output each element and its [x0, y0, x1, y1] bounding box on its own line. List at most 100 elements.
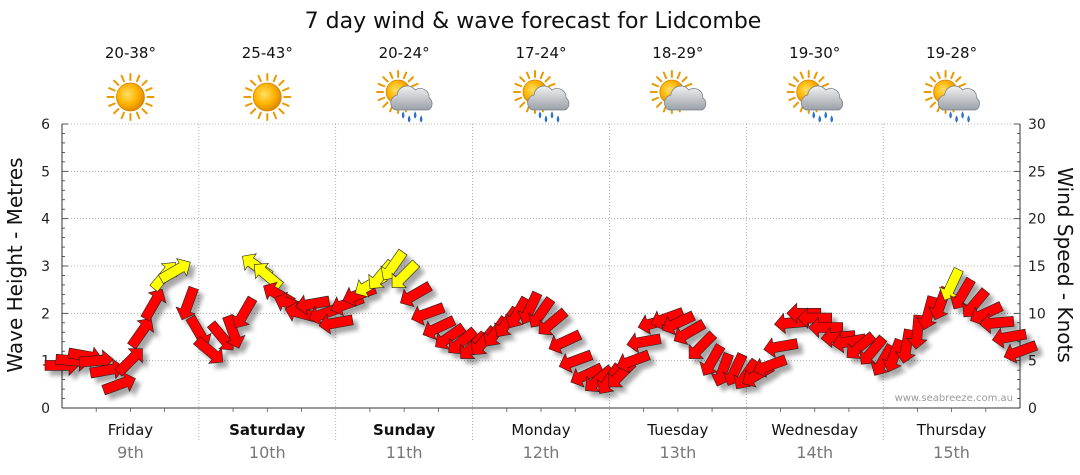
temp-range: 17-24°: [515, 44, 566, 62]
grid-lines: [61, 123, 1021, 440]
sun-ray: [257, 111, 262, 120]
wind-arrow: [673, 319, 707, 345]
sun-ray: [145, 87, 153, 92]
chart-title: 7 day wind & wave forecast for Lidcombe: [305, 9, 762, 34]
y-left-tick-label: 5: [41, 164, 50, 180]
cloud-shape: [800, 85, 844, 111]
cloud-shape: [390, 85, 433, 111]
cloud-shape: [527, 85, 570, 111]
sun-ray: [382, 101, 389, 108]
sun-ray: [108, 87, 116, 92]
sun-rain-icon: [923, 70, 980, 123]
sun-ray: [656, 101, 663, 108]
rain-drop: [824, 111, 828, 119]
sun-ray: [925, 82, 933, 88]
wind-arrow: [916, 295, 938, 331]
cloud-shape: [664, 85, 707, 111]
sun-ray: [135, 111, 141, 120]
sun-cloud-icon: [649, 70, 707, 114]
y-left-tick-label: 3: [41, 259, 50, 275]
wind-arrow: [991, 327, 1028, 349]
sun-ray: [662, 71, 668, 80]
temp-range: 18-29°: [652, 44, 703, 62]
day-labels: Friday 9th Saturday 10th Sunday 11th Monday 12t…: [108, 421, 987, 462]
wind-arrow: [688, 330, 718, 359]
sun-disc: [252, 82, 282, 112]
sun-ray: [925, 96, 933, 102]
cloud-shape: [937, 85, 980, 111]
rain-drop: [967, 115, 970, 123]
daily-header: 20-38° 25-43° 20-24° 17-24° 18-29° 19-30° 19-2…: [105, 44, 980, 123]
sun-ray: [245, 87, 253, 92]
sun-ray: [377, 96, 386, 102]
sun-ray: [544, 76, 551, 83]
sun-ray: [519, 76, 526, 83]
sun-ray: [141, 108, 148, 115]
day-date: 13th: [659, 443, 696, 462]
temp-range: 25-43°: [242, 44, 293, 62]
wind-arrow: [626, 332, 662, 354]
wind-arrow: [570, 362, 605, 388]
sun-ray: [684, 82, 693, 88]
day-date: 14th: [796, 443, 833, 462]
rain-drop: [955, 115, 958, 123]
sun-ray: [656, 76, 663, 83]
right-axis-ticks: 0 5 10 15 20 25 30: [1028, 117, 1046, 417]
sun-ray: [818, 76, 825, 83]
day-name: Thursday: [916, 421, 987, 439]
wind-arrow: [127, 318, 155, 350]
day-name: Saturday: [229, 421, 306, 439]
rain-drop: [961, 111, 964, 119]
sun-ray: [113, 79, 120, 86]
wind-arrow: [422, 315, 457, 341]
sun-ray: [278, 108, 285, 115]
sun-ray: [278, 79, 285, 86]
temp-range: 19-28°: [926, 44, 977, 62]
wind-arrow: [616, 349, 651, 374]
day-name: Friday: [108, 421, 154, 439]
day-date: 12th: [523, 443, 560, 462]
sun-disc: [116, 82, 145, 112]
sun-ray: [936, 71, 941, 80]
wind-arrow: [662, 310, 696, 336]
sun-ray: [958, 82, 966, 88]
sun-ray: [257, 74, 262, 83]
y-right-tick-label: 0: [1028, 401, 1037, 417]
rain-drop: [538, 111, 542, 119]
y-right-tick-label: 30: [1028, 117, 1046, 133]
y-right-tick-label: 20: [1028, 212, 1046, 228]
rain-drop: [544, 115, 548, 123]
day-date: 10th: [249, 443, 286, 462]
rain-drop: [830, 115, 834, 123]
sun-ray: [788, 82, 796, 88]
sun-ray: [120, 111, 125, 120]
sun-rain-icon: [786, 70, 844, 123]
sun-ray: [407, 76, 414, 83]
rain-drop: [413, 111, 417, 119]
sun-ray: [792, 76, 800, 83]
sun-ray: [519, 101, 526, 108]
wind-arrow: [548, 329, 583, 355]
sun-ray: [676, 71, 681, 80]
sun-ray: [113, 108, 120, 115]
sun-ray: [272, 74, 278, 83]
sun-ray: [377, 82, 386, 88]
day-name: Sunday: [373, 421, 436, 439]
wind-arrow: [318, 313, 354, 335]
sun-ray: [792, 101, 800, 108]
wind-arrow: [894, 328, 916, 364]
sun-ray: [813, 71, 818, 80]
wind-arrow: [859, 334, 888, 365]
y-left-tick-label: 0: [41, 401, 50, 417]
sun-ray: [539, 71, 545, 80]
wind-arrow: [753, 354, 788, 378]
rain-drop: [550, 111, 554, 119]
sun-ray: [382, 76, 389, 83]
day-date: 15th: [933, 443, 970, 462]
rain-drop: [556, 115, 560, 123]
y-right-tick-label: 5: [1028, 354, 1037, 370]
wind-arrow: [391, 259, 421, 288]
sun-ray: [120, 74, 125, 83]
y-right-title: Wind Speed - Knots: [1053, 167, 1077, 363]
